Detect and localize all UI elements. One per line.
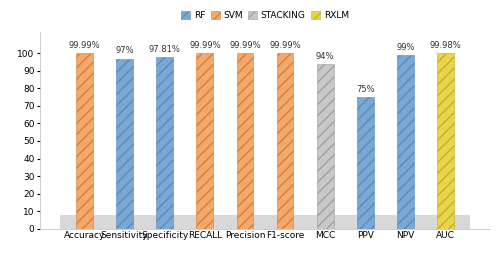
Bar <box>437 53 454 229</box>
Text: 99.99%: 99.99% <box>68 41 100 50</box>
Text: 99.99%: 99.99% <box>229 41 261 50</box>
Bar <box>156 57 173 229</box>
Text: 97%: 97% <box>116 47 134 55</box>
Bar <box>196 53 214 229</box>
Text: 99.99%: 99.99% <box>269 41 301 50</box>
Text: 99%: 99% <box>396 43 414 52</box>
Text: 97.81%: 97.81% <box>149 45 180 54</box>
Bar <box>276 53 293 229</box>
Bar <box>316 64 334 229</box>
Text: 99.98%: 99.98% <box>430 41 462 50</box>
Bar <box>116 59 133 229</box>
Text: 75%: 75% <box>356 85 374 94</box>
Bar <box>76 53 93 229</box>
Text: 94%: 94% <box>316 52 334 61</box>
Bar <box>397 55 414 229</box>
Bar <box>236 53 254 229</box>
Bar <box>357 97 374 229</box>
Text: 99.99%: 99.99% <box>189 41 220 50</box>
Legend: RF, SVM, STACKING, RXLM: RF, SVM, STACKING, RXLM <box>178 7 352 24</box>
Bar <box>60 215 470 229</box>
